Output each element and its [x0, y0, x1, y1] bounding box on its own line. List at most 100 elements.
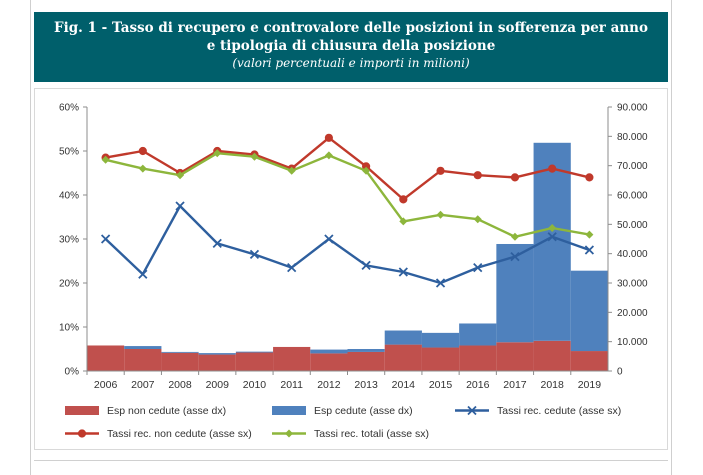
- bar-esp-non-cedute-2018: [533, 340, 571, 371]
- left-tick-label: 40%: [59, 191, 79, 202]
- line-series-1: [105, 136, 590, 201]
- left-tick-label: 50%: [59, 147, 79, 158]
- bar-esp-non-cedute-2009: [198, 354, 236, 371]
- x-tick-label-2014: 2014: [392, 379, 416, 391]
- point-series-0-2007: [138, 269, 148, 279]
- bar-esp-cedute-2019: [570, 270, 608, 352]
- chart-container: 0% 10% 20% 30% 40% 50% 60% 0 10.000 20.000 30.000 4…: [34, 88, 668, 450]
- bar-esp-non-cedute-2019: [570, 351, 608, 371]
- bar-esp-cedute-2009: [198, 353, 236, 355]
- point-series-0-2019: [584, 245, 595, 255]
- x-tick-label-2015: 2015: [429, 379, 453, 391]
- point-series-1-2012: [324, 133, 333, 142]
- point-series-2-2015: [436, 210, 445, 219]
- right-tick-label: 30.000: [617, 279, 648, 290]
- legend-label-1: Esp cedute (asse dx): [314, 405, 413, 417]
- legend-marker-4: [285, 429, 293, 438]
- bar-esp-cedute-2008: [161, 351, 199, 353]
- point-series-2-2007: [138, 164, 147, 173]
- x-tick-label-2006: 2006: [94, 379, 118, 391]
- x-tick-label-2008: 2008: [168, 379, 192, 391]
- bar-esp-cedute-2007: [124, 346, 162, 349]
- point-series-2-2011: [287, 166, 296, 175]
- point-series-1-2019: [585, 173, 594, 182]
- bottom-divider: [34, 460, 668, 461]
- point-series-2-2013: [362, 166, 371, 175]
- legend-label-0: Esp non cedute (asse dx): [107, 405, 226, 417]
- bar-esp-cedute-2012: [310, 349, 348, 354]
- x-tick-label-2009: 2009: [206, 379, 230, 391]
- bar-esp-cedute-2010: [235, 351, 274, 353]
- left-tick-label: 10%: [59, 323, 79, 334]
- bar-esp-non-cedute-2015: [421, 347, 460, 371]
- point-series-0-2014: [398, 267, 408, 277]
- line-series-2: [105, 151, 590, 239]
- point-series-2-2014: [399, 217, 408, 226]
- legend-marker-2: [467, 405, 477, 416]
- bar-esp-non-cedute-2006: [87, 345, 125, 371]
- point-series-2-2017: [510, 232, 519, 241]
- left-border-line: [30, 0, 31, 475]
- legend-swatch-0: [65, 406, 99, 415]
- right-tick-label: 20.000: [617, 308, 648, 319]
- point-series-0-2011: [287, 262, 297, 273]
- right-tick-label: 0: [617, 367, 623, 378]
- right-border-line: [671, 0, 672, 475]
- legend-label-2: Tassi rec. cedute (asse sx): [497, 405, 621, 417]
- left-tick-label: 60%: [59, 103, 79, 114]
- x-tick-label-2019: 2019: [578, 379, 602, 391]
- left-tick-label: 30%: [59, 235, 79, 246]
- bar-esp-non-cedute-2012: [310, 353, 348, 371]
- line-series-0: [104, 204, 590, 285]
- point-series-2-2009: [213, 149, 222, 158]
- point-series-0-2008: [175, 201, 185, 211]
- bar-esp-non-cedute-2011: [273, 346, 311, 371]
- legend-label-4: Tassi rec. totali (asse sx): [314, 428, 429, 440]
- figure-title-line1: Fig. 1 - Tasso di recupero e controvalor…: [54, 20, 648, 36]
- point-series-0-2006: [100, 234, 111, 244]
- point-series-1-2014: [399, 195, 408, 204]
- x-tick-label-2013: 2013: [354, 379, 378, 391]
- point-series-1-2007: [138, 146, 147, 156]
- point-series-1-2017: [510, 173, 520, 182]
- point-series-2-2006: [101, 155, 110, 164]
- point-series-0-2012: [324, 234, 334, 244]
- bar-esp-cedute-2014: [384, 330, 422, 345]
- bar-esp-cedute-2013: [347, 349, 385, 352]
- right-tick-label: 10.000: [617, 337, 648, 348]
- right-tick-label: 80.000: [617, 132, 648, 143]
- point-series-2-2016: [473, 215, 482, 224]
- point-series-2-2008: [176, 171, 185, 180]
- point-series-2-2018: [548, 224, 557, 232]
- x-tick-label-2017: 2017: [503, 379, 527, 391]
- point-series-0-2018: [547, 232, 557, 242]
- point-series-0-2015: [435, 278, 446, 288]
- bar-esp-non-cedute-2014: [384, 344, 422, 371]
- right-tick-label: 50.000: [617, 220, 648, 231]
- bar-esp-cedute-2016: [459, 323, 497, 346]
- point-series-0-2009: [212, 238, 222, 249]
- chart-svg: 0% 10% 20% 30% 40% 50% 60% 0 10.000 20.000 30.000 4…: [59, 103, 648, 441]
- left-tick-label: 0%: [65, 367, 80, 378]
- bar-esp-non-cedute-2017: [496, 342, 534, 371]
- left-tick-label: 20%: [59, 279, 79, 290]
- figure-header: Fig. 1 - Tasso di recupero e controvalor…: [34, 12, 668, 82]
- point-series-0-2013: [361, 260, 371, 271]
- bar-esp-non-cedute-2013: [347, 351, 385, 371]
- right-tick-label: 40.000: [617, 249, 648, 260]
- x-tick-label-2016: 2016: [466, 379, 490, 391]
- legend-swatch-1: [272, 406, 306, 415]
- right-tick-label: 70.000: [617, 161, 648, 172]
- bar-esp-cedute-2015: [421, 332, 460, 348]
- point-series-0-2016: [473, 262, 483, 273]
- point-series-2-2019: [585, 230, 594, 239]
- bar-esp-non-cedute-2007: [124, 349, 162, 371]
- legend-marker-3: [77, 429, 87, 438]
- figure-title-line2: e tipologia di chiusura della posizione: [206, 38, 496, 54]
- point-series-1-2018: [548, 164, 557, 173]
- right-tick-label: 90.000: [617, 103, 648, 114]
- point-series-0-2010: [249, 249, 260, 260]
- figure-subtitle: (valori percentuali e importi in milioni…: [232, 56, 470, 70]
- point-series-1-2015: [436, 166, 445, 175]
- point-series-1-2016: [473, 171, 482, 180]
